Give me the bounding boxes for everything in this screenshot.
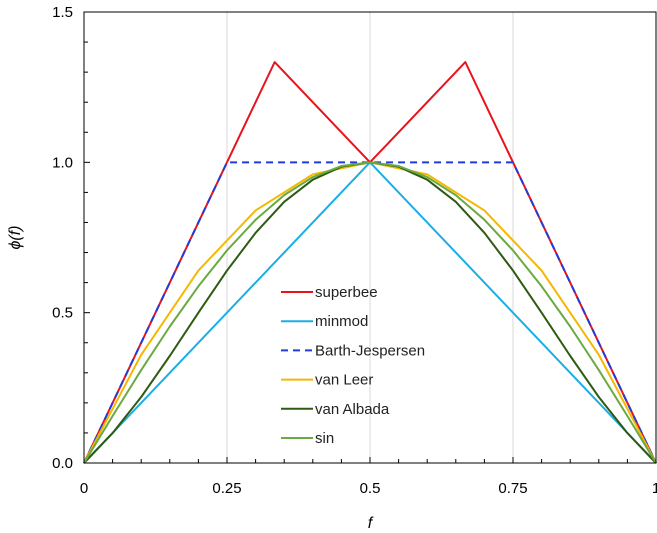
series-line-sin: [83, 161, 657, 464]
legend-label: sin: [315, 430, 334, 447]
y-tick-label: 1.5: [52, 4, 73, 21]
x-tick-label: 0.25: [212, 480, 241, 497]
y-axis-title: ϕ(f): [7, 226, 24, 250]
grid-lines: [226, 12, 514, 463]
y-tick-label: 1.0: [52, 154, 73, 171]
axis-ticks: [83, 11, 657, 464]
x-tick-label: 1: [652, 480, 657, 497]
y-tick-label: 0.0: [52, 455, 73, 472]
x-tick-label: 0.75: [498, 480, 527, 497]
legend-label: Barth-Jespersen: [315, 342, 425, 359]
x-tick-label: 0.5: [360, 480, 381, 497]
x-tick-label: 0: [80, 480, 88, 497]
legend: superbee minmod Barth-Jespersen van Leer van…: [281, 284, 425, 447]
series-lines: [83, 61, 657, 464]
y-tick-label: 0.5: [52, 305, 73, 322]
series-line-barth-jespersen: [83, 161, 657, 464]
legend-label: minmod: [315, 313, 368, 330]
legend-label: superbee: [315, 284, 378, 301]
x-axis-title: f: [368, 515, 374, 532]
legend-label: van Albada: [315, 401, 390, 418]
tick-labels: 0 0.25 0.5 0.75 1 0.0 0.5 1.0 1.5: [52, 4, 657, 497]
legend-label: van Leer: [315, 372, 373, 389]
